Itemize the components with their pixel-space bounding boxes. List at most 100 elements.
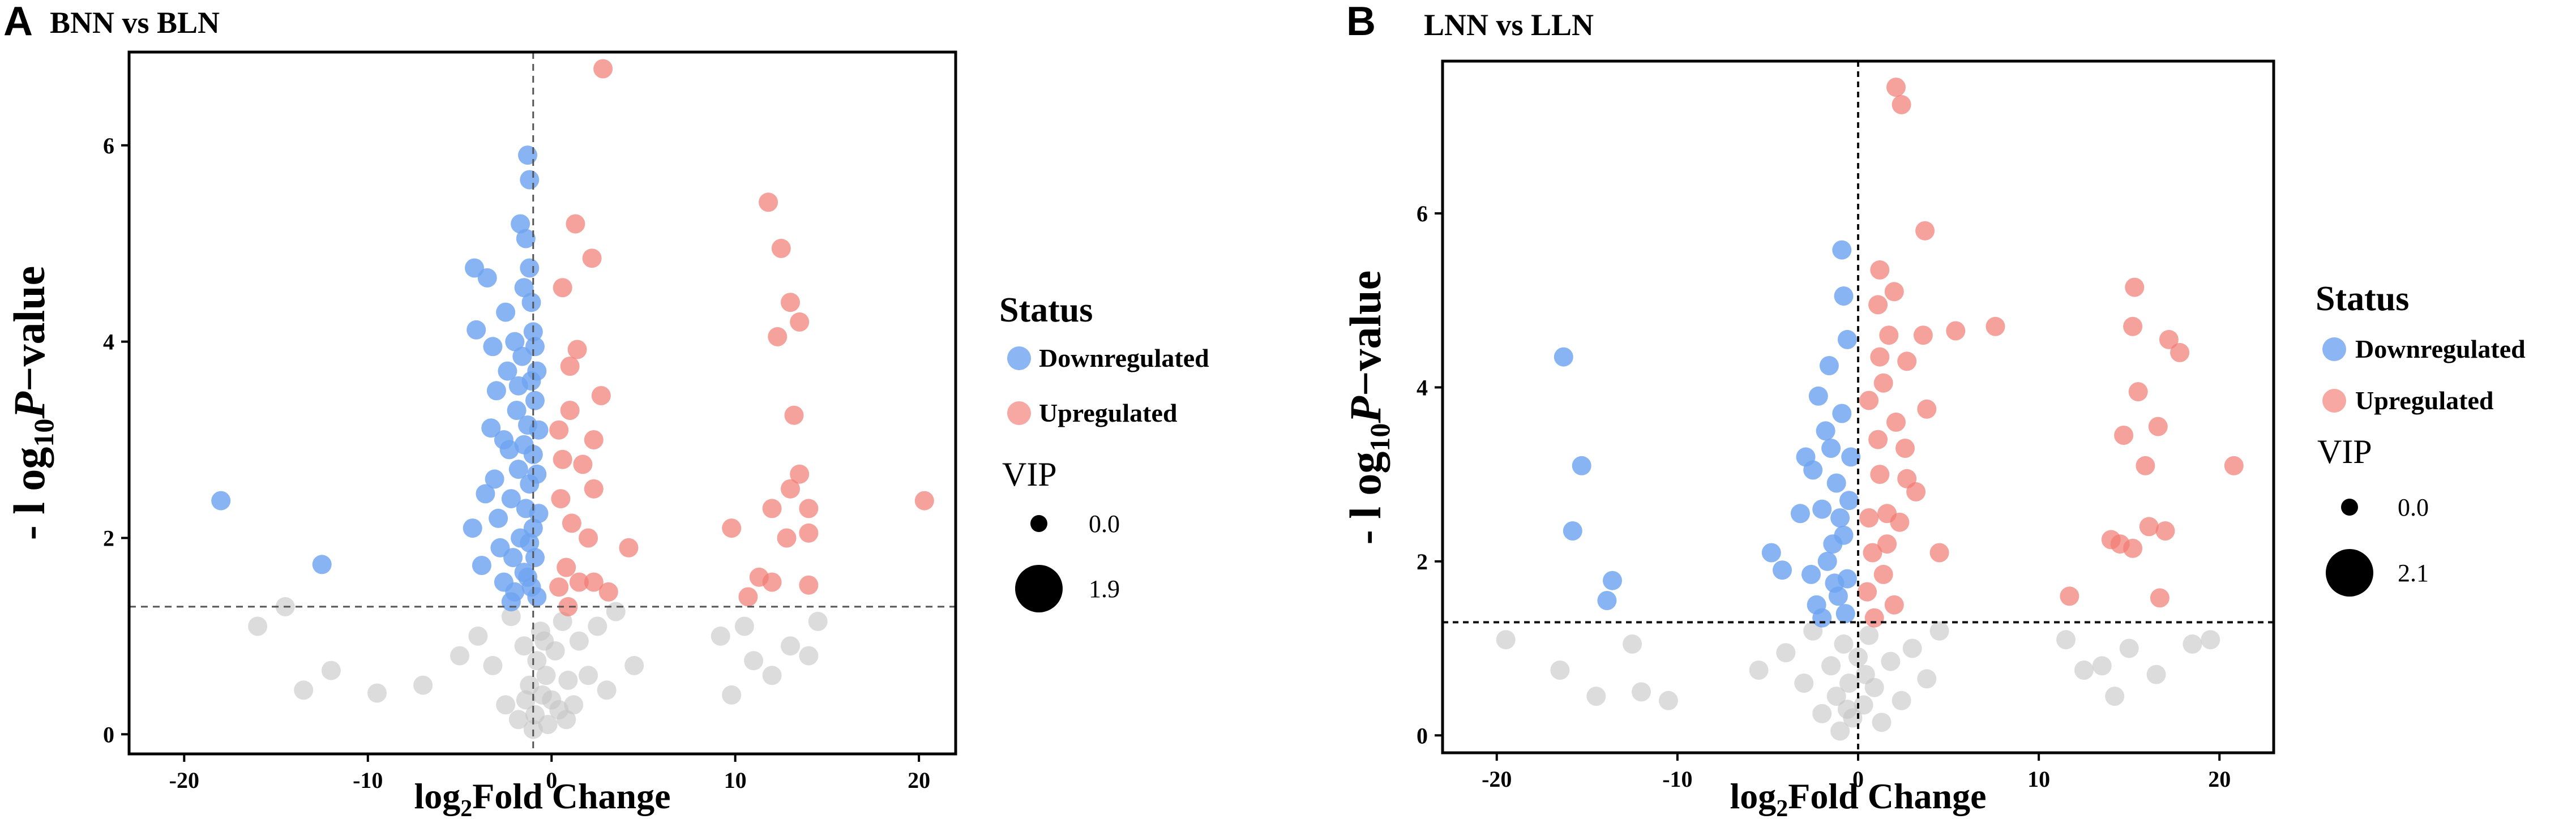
panel-b-y-axis-label-p: P [1341, 396, 1390, 424]
panel-a-point-down-42 [525, 337, 545, 357]
panel-b-point-ns-18 [1854, 695, 1873, 715]
panel-a-point-up-14 [562, 513, 581, 533]
panel-a-point-ns-42 [534, 631, 554, 651]
panel-b-letter: B [1346, 0, 1376, 44]
panel-a-point-ns-33 [711, 626, 730, 646]
panel-b-point-up-35 [2128, 382, 2148, 402]
panel-a-x-tick-label--20: -20 [169, 767, 199, 793]
panel-b-point-down-5 [1832, 240, 1852, 260]
panel-b-y-tick-label-6: 6 [1417, 201, 1428, 226]
panel-b-point-down-14 [1830, 508, 1850, 528]
panel-a-point-ns-34 [722, 685, 742, 705]
panel-b-point-down-24 [1839, 491, 1859, 511]
panel-a-point-up-19 [584, 572, 604, 592]
panel-a-legend-up-label: Upregulated [1039, 398, 1178, 427]
panel-b-point-up-30 [1864, 608, 1884, 628]
panel-b-x-axis-label: log2Fold Change [1730, 776, 1986, 819]
panel-b-x-tick-label--20: -20 [1482, 766, 1512, 792]
panel-a-point-down-19 [505, 332, 525, 351]
panel-a-point-down-52 [501, 592, 521, 612]
panel-a-point-ns-25 [558, 670, 578, 690]
panel-a-point-down-53 [514, 435, 534, 454]
panel-a-point-up-27 [768, 327, 788, 346]
panel-b-point-up-45 [2060, 586, 2079, 606]
panel-b-point-down-26 [1819, 356, 1839, 375]
panel-a-point-down-4 [463, 518, 482, 538]
panel-a-point-up-1 [566, 214, 585, 234]
panel-b-point-ns-7 [1776, 643, 1796, 663]
panel-a-point-ns-30 [597, 680, 617, 700]
panel-a-point-up-10 [553, 449, 572, 469]
panel-b-point-up-4 [1884, 282, 1904, 302]
panel-a-point-up-29 [790, 464, 810, 484]
panel-b-point-up-38 [2136, 456, 2155, 475]
panel-a-point-down-6 [477, 268, 497, 288]
panel-a-point-ns-41 [516, 690, 536, 710]
panel-a-point-down-5 [472, 556, 491, 575]
panel-a-point-up-23 [759, 192, 778, 212]
panel-a-point-down-10 [485, 469, 504, 489]
panel-a-point-up-2 [582, 248, 602, 268]
panel-b-point-up-24 [1877, 534, 1897, 554]
panel-b-point-ns-6 [1749, 661, 1769, 680]
panel-b-point-down-31 [1790, 504, 1810, 524]
panel-a-point-down-21 [507, 401, 527, 420]
panel-a-plot-frame [127, 50, 957, 756]
panel-a-point-down-55 [527, 361, 547, 381]
panel-a-point-ns-26 [564, 695, 584, 715]
panel-a-point-down-23 [511, 214, 530, 234]
panel-a-point-up-30 [781, 479, 800, 499]
panel-b-point-up-6 [1879, 325, 1899, 345]
panel-b-x-tick-label--10: -10 [1662, 766, 1692, 792]
panel-b-vip-small-label: 0.0 [2398, 494, 2429, 521]
panel-b-point-up-17 [1895, 439, 1915, 458]
panel-a-point-down-46 [527, 587, 547, 607]
panel-a-point-down-18 [503, 548, 523, 568]
panel-a-y-axis-label-p: P [5, 391, 54, 419]
panel-a-x-tick-label--10: -10 [353, 767, 383, 793]
panel-b-y-tick-label-0: 0 [1417, 723, 1428, 748]
panel-b-legend-down-marker [2322, 337, 2346, 361]
panel-a-point-ns-40 [808, 611, 828, 631]
panel-a-x-axis: -20 -10 0 10 20 [169, 754, 930, 793]
panel-a-point-ns-8 [483, 655, 503, 675]
panel-a-y-tick-label-0: 0 [103, 722, 114, 747]
panel-a-point-up-37 [762, 572, 782, 592]
panel-a-point-ns-38 [781, 636, 800, 656]
panel-b-point-down-10 [1803, 460, 1823, 480]
panel-a-point-up-34 [777, 528, 797, 548]
panel-a-legend-down-label: Downregulated [1039, 344, 1209, 372]
panel-b-legend-up-marker [2322, 389, 2346, 413]
panel-a-point-down-17 [501, 489, 521, 509]
panel-b-point-up-34 [2170, 342, 2190, 362]
panel-a-point-up-15 [579, 528, 598, 548]
panel-b-point-up-10 [1870, 347, 1890, 367]
panel-b-point-down-25 [1832, 404, 1852, 423]
panel-a-point-ns-29 [588, 616, 607, 636]
panel-a-point-up-6 [591, 386, 611, 405]
panel-a-point-ns-32 [624, 655, 644, 675]
panel-b-x-tick-label-0: 0 [1852, 766, 1864, 792]
panel-a-vip-small-label: 0.0 [1089, 510, 1120, 538]
panel-b-point-ns-36 [1855, 664, 1875, 684]
panel-a-point-down-26 [514, 278, 534, 298]
panel-a-point-up-7 [549, 420, 569, 440]
panel-a-point-down-49 [508, 376, 528, 396]
panel-a-y-tick-label-4: 4 [103, 329, 114, 355]
panel-b-legend: Status Downregulated Upregulated VIP 0.0… [2316, 280, 2526, 597]
panel-b-point-up-9 [1986, 316, 2005, 336]
panel-a-point-up-32 [762, 499, 782, 518]
panel-a-point-ns-24 [553, 611, 572, 631]
panel-b-point-ns-33 [2183, 634, 2202, 654]
panel-b-x-tick-label-20: 20 [2208, 766, 2231, 792]
panel-a-point-ns-20 [538, 715, 558, 734]
panel-a-x-axis-label: log2Fold Change [414, 776, 670, 819]
panel-b-point-up-41 [2155, 521, 2175, 541]
panel-b-point-down-8 [1816, 421, 1835, 441]
panel-b-vip-large-label: 2.1 [2398, 559, 2429, 587]
panel-b-y-tick-label-4: 4 [1417, 375, 1428, 400]
panel-a-point-up-20 [549, 577, 569, 597]
panel-a-point-down-50 [494, 430, 514, 449]
panel-a-point-ns-36 [744, 651, 764, 671]
